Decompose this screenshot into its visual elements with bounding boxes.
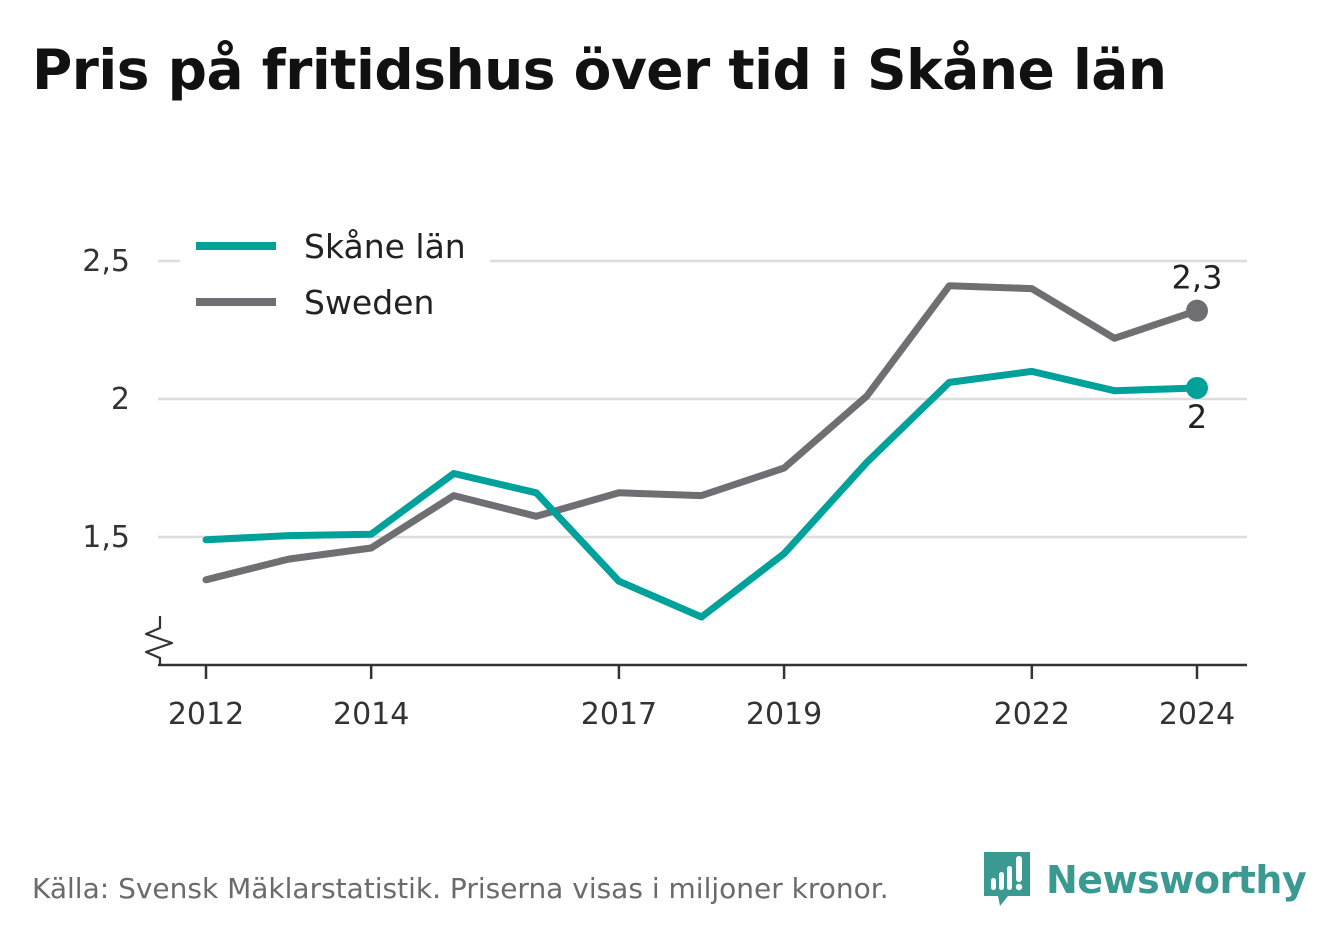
x-tick-label: 2014: [333, 697, 409, 732]
end-marker-sweden: [1186, 299, 1208, 322]
end-value-label-sk-ne-l-n: 2: [1187, 398, 1207, 436]
end-value-label-sweden: 2,3: [1172, 259, 1223, 297]
y-tick-label: 2: [111, 382, 130, 417]
source-note: Källa: Svensk Mäklarstatistik. Priserna …: [32, 872, 889, 905]
legend-label-sweden: Sweden: [304, 283, 434, 322]
brand-logo[interactable]: Newsworthy: [982, 850, 1307, 910]
brand-name: Newsworthy: [1046, 858, 1307, 902]
end-marker-sk-ne-l-n: [1186, 376, 1208, 399]
y-tick-label: 1,5: [82, 520, 130, 555]
chart-title: Pris på fritidshus över tid i Skåne län: [32, 38, 1167, 102]
axis-labels: 1,5 2 2,5 2012 2014 2017 2019 2022 2024 2,3 2: [82, 244, 1235, 732]
axes: [144, 616, 1247, 679]
legend-label-sk-ne-l-n: Skåne län: [304, 227, 466, 266]
y-axis-break-icon: [144, 616, 174, 665]
x-tick-label: 2012: [168, 697, 244, 732]
legend: Skåne län Sweden: [180, 226, 490, 326]
series-lines: [202, 282, 1208, 621]
x-tick-label: 2024: [1159, 697, 1235, 732]
series-line-sk-ne-l-n: [202, 367, 1201, 621]
x-tick-label: 2017: [581, 697, 657, 732]
y-tick-label: 2,5: [82, 244, 130, 279]
series-line-sweden: [202, 282, 1201, 584]
newsworthy-logo-icon: [984, 852, 1030, 906]
x-tick-label: 2022: [994, 697, 1070, 732]
x-tick-label: 2019: [746, 697, 822, 732]
